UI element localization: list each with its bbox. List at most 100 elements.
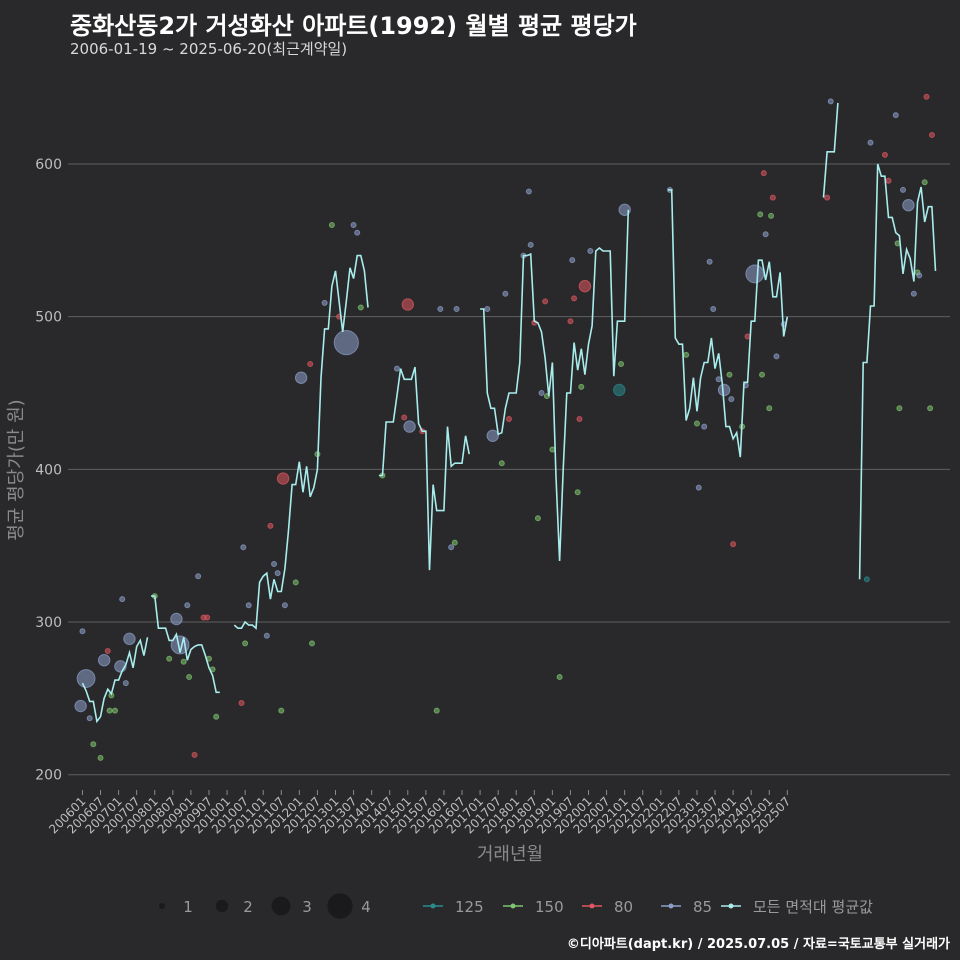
chart-subtitle: 2006-01-19 ~ 2025-06-20(최근계약일) <box>70 40 348 58</box>
legend-series-dot <box>668 903 674 909</box>
point-85 <box>900 186 907 193</box>
point-150 <box>896 405 903 412</box>
point-80 <box>506 415 512 422</box>
y-tick-label: 200 <box>35 768 62 784</box>
point-150 <box>578 383 585 390</box>
point-80 <box>267 522 274 529</box>
point-150 <box>242 640 249 647</box>
point-80 <box>760 170 767 177</box>
point-85 <box>240 544 247 551</box>
y-tick-label: 500 <box>35 310 62 326</box>
y-tick-label: 600 <box>35 157 62 173</box>
legend-size-label: 3 <box>302 898 312 916</box>
point-80 <box>238 699 245 706</box>
point-150 <box>357 304 364 311</box>
point-85 <box>437 306 444 313</box>
point-85 <box>525 188 532 195</box>
point-85 <box>195 573 202 580</box>
point-150 <box>927 405 934 412</box>
point-85 <box>717 383 731 397</box>
x-axis: 2006012006072007012007072008012008072009… <box>46 790 793 837</box>
point-150 <box>213 713 220 720</box>
point-150 <box>921 179 928 186</box>
point-80 <box>824 194 831 201</box>
point-80 <box>928 131 935 138</box>
point-80 <box>401 414 408 421</box>
point-150 <box>757 211 764 218</box>
point-85 <box>527 241 534 248</box>
legend-series-label: 150 <box>535 898 564 916</box>
point-85 <box>271 561 278 568</box>
point-150 <box>618 361 625 367</box>
chart-title: 중화산동2가 거성화산 아파트(1992) 월별 평균 평당가 <box>70 12 637 40</box>
legend-size-swatch <box>159 903 165 909</box>
point-80 <box>769 194 776 201</box>
point-150 <box>308 640 315 647</box>
point-85 <box>76 669 96 688</box>
y-tick-label: 300 <box>35 615 62 631</box>
point-150 <box>106 707 113 714</box>
legend-size-swatch <box>327 893 353 919</box>
legend-series-label: 80 <box>614 898 633 916</box>
point-80 <box>191 751 198 758</box>
point-85 <box>122 680 129 687</box>
point-80 <box>923 93 930 100</box>
point-85 <box>354 229 361 236</box>
point-80 <box>567 318 574 325</box>
point-85 <box>263 632 270 639</box>
point-150 <box>278 707 285 714</box>
point-80 <box>276 472 290 485</box>
point-85 <box>74 699 87 713</box>
point-150 <box>186 674 193 681</box>
legend-size-swatch <box>271 896 291 916</box>
point-85 <box>587 248 594 255</box>
point-80 <box>204 614 211 621</box>
legend-series-dot <box>430 903 436 909</box>
x-axis-label: 거래년월 <box>477 844 543 865</box>
point-85 <box>773 353 780 360</box>
point-150 <box>328 222 335 229</box>
point-85 <box>403 420 416 433</box>
point-150 <box>498 460 505 467</box>
y-axis-label: 평균 평당가(만 원) <box>6 399 27 540</box>
avg-line-segment <box>858 163 937 580</box>
point-85 <box>245 602 252 609</box>
legend-series-label: 125 <box>455 898 484 916</box>
legend-size-label: 4 <box>361 898 371 916</box>
average-line <box>81 102 937 724</box>
point-80 <box>104 648 111 655</box>
point-80 <box>578 279 592 293</box>
avg-line-segment <box>480 209 630 562</box>
point-85 <box>184 602 191 609</box>
legend-series-label: 85 <box>693 898 712 916</box>
point-85 <box>902 199 915 212</box>
legend-series-label: 모든 면적대 평균값 <box>753 898 873 916</box>
point-85 <box>97 654 111 667</box>
point-85 <box>350 222 357 229</box>
point-85 <box>706 258 713 265</box>
point-85 <box>281 602 288 609</box>
point-85 <box>393 365 400 372</box>
legend: 1 2 3 4 125 150 80 85 모든 면적대 평균값 <box>159 893 873 919</box>
avg-line-segment <box>378 366 470 571</box>
point-150 <box>292 579 299 586</box>
avg-line-segment <box>668 189 789 458</box>
point-80 <box>542 298 549 305</box>
legend-size-label: 2 <box>243 898 253 916</box>
source-credit: ©디아파트(dapt.kr) / 2025.07.05 / 자료=국토교통부 실… <box>566 937 950 952</box>
point-150 <box>726 371 733 378</box>
point-150 <box>451 539 458 546</box>
point-80 <box>885 177 892 184</box>
point-85 <box>728 396 735 403</box>
point-85 <box>486 429 499 442</box>
legend-series-dot <box>510 903 516 909</box>
point-85 <box>701 423 708 430</box>
point-85 <box>910 290 917 297</box>
legend-series-dot <box>728 903 734 909</box>
point-85 <box>695 484 702 491</box>
avg-line-segment <box>822 102 839 198</box>
point-85 <box>123 632 136 646</box>
point-85 <box>170 612 183 626</box>
point-80 <box>571 295 578 302</box>
